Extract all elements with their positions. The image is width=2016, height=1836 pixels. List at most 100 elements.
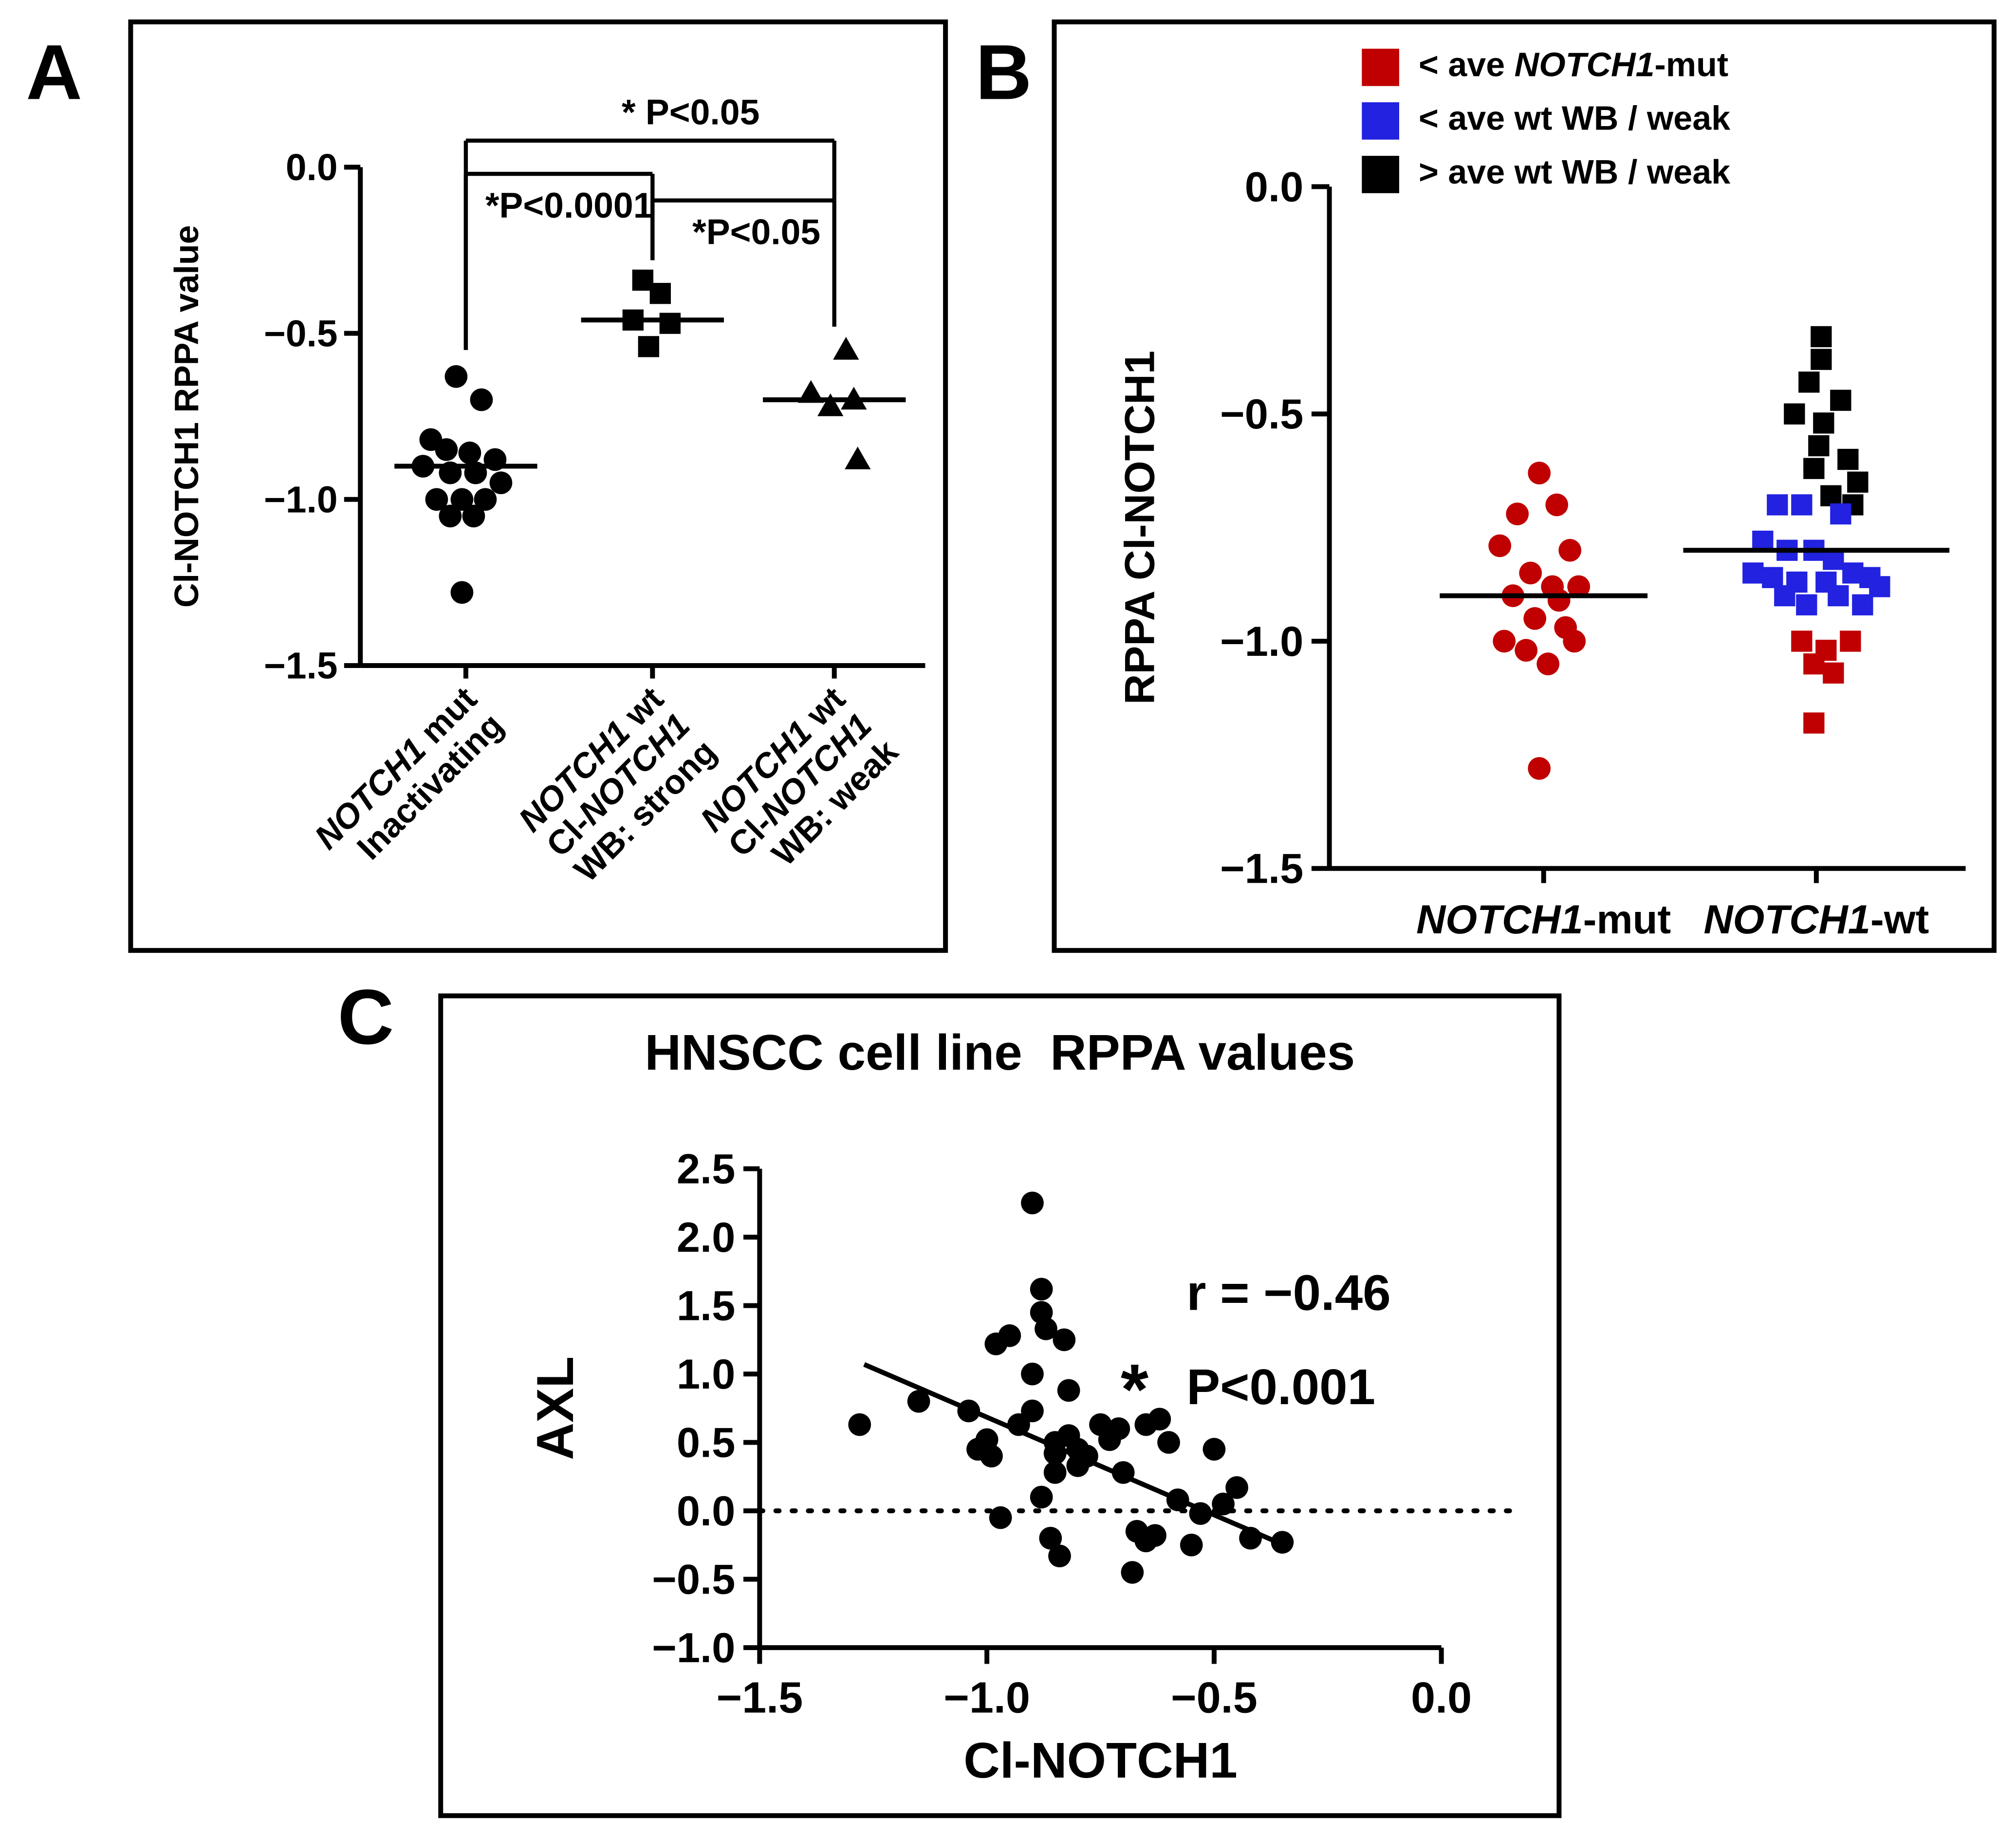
data-point <box>638 336 659 357</box>
data-point <box>907 1390 930 1413</box>
data-point <box>1202 1438 1226 1461</box>
data-point <box>1813 412 1834 434</box>
data-point <box>1053 1328 1076 1352</box>
chart-text: 2.0 <box>677 1214 736 1261</box>
data-point <box>1111 1461 1135 1484</box>
data-point <box>833 337 859 360</box>
data-point <box>989 1506 1012 1529</box>
chart-text: 0.0 <box>1245 164 1303 210</box>
data-point <box>458 441 481 464</box>
panel-b: < ave NOTCH1-mut < ave wt WB / weak > ave … <box>1052 19 1997 953</box>
data-point <box>1189 1502 1212 1525</box>
data-point <box>1791 631 1813 652</box>
data-point <box>1506 502 1529 525</box>
data-point <box>425 488 448 511</box>
panel-b-chart: 0.0 −0.5 −1.0 −1.5 RPPA Cl-NOTCH1 NOTCH1-mut N… <box>1117 164 1966 942</box>
data-point <box>1121 1561 1144 1584</box>
data-point <box>1225 1476 1248 1499</box>
chart-text: −1.0 <box>264 479 337 520</box>
panel-c-chart: 2.52.01.51.00.50.0−0.5−1.0−1.5 −1.0 −0.5 0.… <box>526 1146 1517 1788</box>
data-point <box>1523 607 1547 630</box>
chart-text: 0.0 <box>677 1488 736 1535</box>
legend-item: > ave wt WB / weak <box>1362 154 1730 193</box>
y-axis-label: RPPA Cl-NOTCH1 <box>1117 351 1164 705</box>
chart-text: −1.5 <box>1220 846 1303 892</box>
data-point <box>1820 485 1842 506</box>
data-point <box>1767 494 1788 516</box>
data-point <box>1148 1408 1171 1431</box>
chart-text: −1.5 <box>717 1673 803 1722</box>
data-point <box>1742 562 1764 584</box>
data-point <box>1166 1488 1189 1511</box>
chart-text: 0.0 <box>1411 1673 1472 1722</box>
data-point <box>1271 1531 1294 1554</box>
data-point <box>798 380 824 403</box>
x-group-label: NOTCH1 wtCl-NOTCH1WB: strong <box>511 680 723 892</box>
data-point <box>1803 653 1825 675</box>
data-point <box>817 393 844 416</box>
data-point <box>1528 757 1551 780</box>
data-point <box>1837 448 1859 470</box>
data-point <box>1852 594 1873 615</box>
data-point <box>1488 534 1512 557</box>
data-point <box>1536 652 1560 675</box>
legend-label: < ave NOTCH1-mut <box>1419 47 1729 85</box>
data-point <box>1803 458 1825 479</box>
data-point <box>1039 1526 1062 1550</box>
panel-c-letter: C <box>337 975 394 1062</box>
data-point <box>1212 1492 1235 1516</box>
data-point <box>1830 389 1851 411</box>
data-point <box>1043 1461 1067 1484</box>
panel-c-title: HNSCC cell line RPPA values <box>645 1024 1355 1081</box>
chart-text: −1.0 <box>943 1673 1030 1722</box>
correlation-star: * <box>1121 1350 1148 1429</box>
chart-text: 1.0 <box>677 1351 736 1398</box>
data-point <box>1774 585 1795 607</box>
data-point <box>439 504 462 528</box>
data-point <box>1239 1526 1262 1550</box>
data-point <box>1811 349 1832 370</box>
x-group-label: NOTCH1 wtCl-NOTCH1WB: weak <box>693 680 906 892</box>
chart-text: −0.5 <box>1220 391 1303 438</box>
data-point <box>1528 462 1551 484</box>
data-point <box>848 1413 871 1436</box>
data-point <box>1791 494 1813 516</box>
data-point <box>1558 538 1582 562</box>
data-point <box>1107 1417 1130 1440</box>
data-point <box>1823 662 1844 684</box>
data-point <box>1830 503 1851 525</box>
chart-text: 1.5 <box>677 1283 736 1330</box>
data-point <box>1519 561 1542 585</box>
panel-a-chart: 0.0 −0.5 −1.0 −1.5 Cl-NOTCH1 RPPA value NOTCH… <box>167 92 925 892</box>
legend-item: < ave wt WB / weak <box>1362 101 1730 140</box>
data-point <box>1563 630 1586 653</box>
data-point <box>1784 403 1805 425</box>
data-point <box>1515 639 1538 662</box>
data-point <box>462 504 485 528</box>
data-point <box>1762 567 1783 588</box>
data-point <box>1157 1431 1180 1454</box>
data-point <box>1796 594 1817 615</box>
data-point <box>1811 326 1832 348</box>
correlation-r-label: r = −0.46 <box>1186 1264 1390 1321</box>
data-point <box>845 446 871 469</box>
legend-label: > ave wt WB / weak <box>1419 154 1731 192</box>
x-axis-label: Cl-NOTCH1 <box>963 1732 1238 1788</box>
data-point <box>1798 371 1820 393</box>
data-point <box>1828 585 1849 607</box>
data-point <box>1493 630 1516 653</box>
legend-swatch-black <box>1362 155 1399 193</box>
correlation-p-label: P<0.001 <box>1186 1358 1375 1415</box>
chart-text: −0.5 <box>264 313 337 354</box>
data-point <box>450 488 474 511</box>
data-point <box>1057 1379 1080 1402</box>
data-point <box>474 488 497 511</box>
panel-a-letter: A <box>26 31 82 117</box>
legend-swatch-red <box>1362 48 1399 86</box>
chart-text: −1.0 <box>1220 618 1303 665</box>
chart-text: −1.0 <box>652 1625 735 1671</box>
data-point <box>1545 493 1569 517</box>
data-point <box>1021 1399 1044 1423</box>
